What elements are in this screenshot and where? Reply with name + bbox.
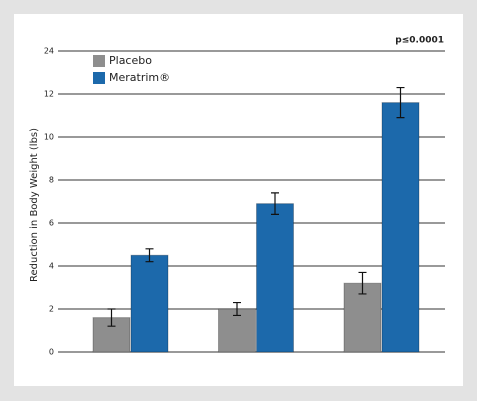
- y-tick-label: 2: [49, 305, 54, 314]
- bar: [130, 254, 169, 353]
- legend-label: Placebo: [109, 54, 152, 67]
- error-bar: [396, 86, 405, 119]
- legend-swatch: [93, 72, 105, 84]
- y-tick-label: 8: [49, 176, 54, 185]
- bar: [343, 282, 382, 353]
- y-tick-label: 0: [49, 348, 54, 357]
- y-tick-label: 10: [44, 133, 54, 142]
- y-axis-label: Reduction in Body Weight (lbs): [29, 128, 40, 282]
- y-tick-label: 12: [44, 90, 54, 99]
- y-tick-label: 24: [44, 47, 54, 56]
- legend-label: Meratrim®: [109, 71, 170, 84]
- error-bar: [233, 301, 241, 317]
- error-bar: [107, 308, 116, 327]
- bar: [256, 203, 294, 353]
- legend-swatch: [93, 55, 105, 67]
- error-bar: [271, 192, 279, 215]
- y-tick-label: 6: [49, 219, 54, 228]
- error-bar: [358, 271, 367, 295]
- y-tick-label: 4: [49, 262, 54, 271]
- annotation: p≤0.0001: [395, 36, 444, 46]
- error-bar: [145, 248, 154, 263]
- bar: [381, 102, 420, 353]
